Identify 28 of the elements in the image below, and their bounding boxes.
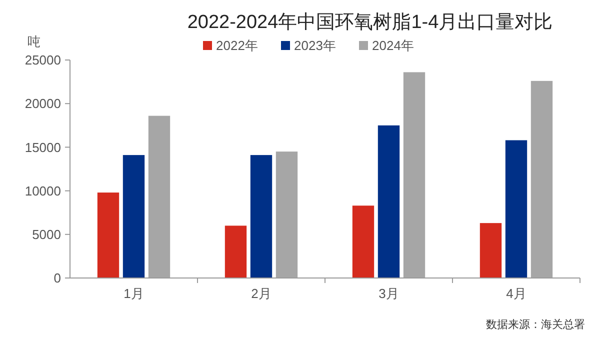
y-tick-label: 0 xyxy=(54,270,61,286)
legend-label: 2024年 xyxy=(372,38,414,53)
bar xyxy=(148,116,170,278)
bar xyxy=(224,226,247,278)
bar xyxy=(276,152,298,278)
y-tick-label: 20000 xyxy=(24,96,61,112)
x-tick-label: 3月 xyxy=(378,286,399,301)
bar xyxy=(97,192,120,278)
y-tick-label: 15000 xyxy=(24,140,61,155)
x-tick-label: 1月 xyxy=(124,286,144,301)
y-tick-label: 10000 xyxy=(24,183,61,198)
bar xyxy=(122,155,145,278)
y-tick-label: 25000 xyxy=(24,52,61,68)
bar xyxy=(352,206,374,278)
bar xyxy=(505,140,528,278)
source-note: 数据来源：海关总署 xyxy=(486,318,585,331)
x-tick-label: 4月 xyxy=(506,286,526,301)
x-tick-label: 2月 xyxy=(251,286,272,301)
legend-label: 2023年 xyxy=(294,38,336,53)
bar xyxy=(378,125,400,278)
bar xyxy=(480,223,502,278)
chart-title: 2022-2024年中国环氧树脂1-4月出口量对比 xyxy=(187,12,553,33)
bar xyxy=(530,80,553,278)
bar xyxy=(403,72,426,278)
y-tick-label: 5000 xyxy=(32,226,61,242)
bar xyxy=(250,155,272,278)
legend-label: 2022年 xyxy=(216,38,258,53)
y-axis-title: 吨 xyxy=(28,34,40,49)
